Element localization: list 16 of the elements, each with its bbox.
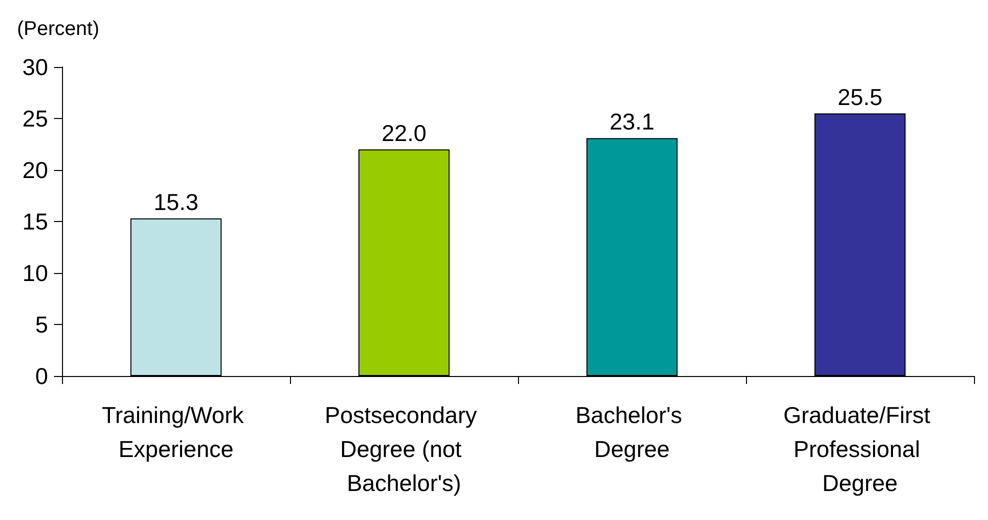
y-tick-label: 5 <box>35 312 48 338</box>
y-tick-label: 15 <box>22 208 48 234</box>
y-tick-label: 0 <box>35 363 48 389</box>
x-tick-label: Postsecondary Degree (not Bachelor's) <box>324 402 484 496</box>
y-axis-title: (Percent) <box>17 18 100 40</box>
x-tick-label: Bachelor's Degree <box>575 402 689 462</box>
data-label: 22.0 <box>382 120 426 146</box>
y-tick-label: 25 <box>22 106 48 132</box>
x-tick-label: Graduate/First Professional Degree <box>783 402 937 496</box>
y-tick-label: 10 <box>22 260 48 286</box>
y-tick-label: 30 <box>22 54 48 80</box>
data-label: 15.3 <box>154 188 198 215</box>
data-label: 23.1 <box>610 108 654 135</box>
y-tick-label: 20 <box>22 157 48 183</box>
x-tick-label: Training/Work Experience <box>102 402 250 462</box>
data-label: 25.5 <box>838 84 882 110</box>
